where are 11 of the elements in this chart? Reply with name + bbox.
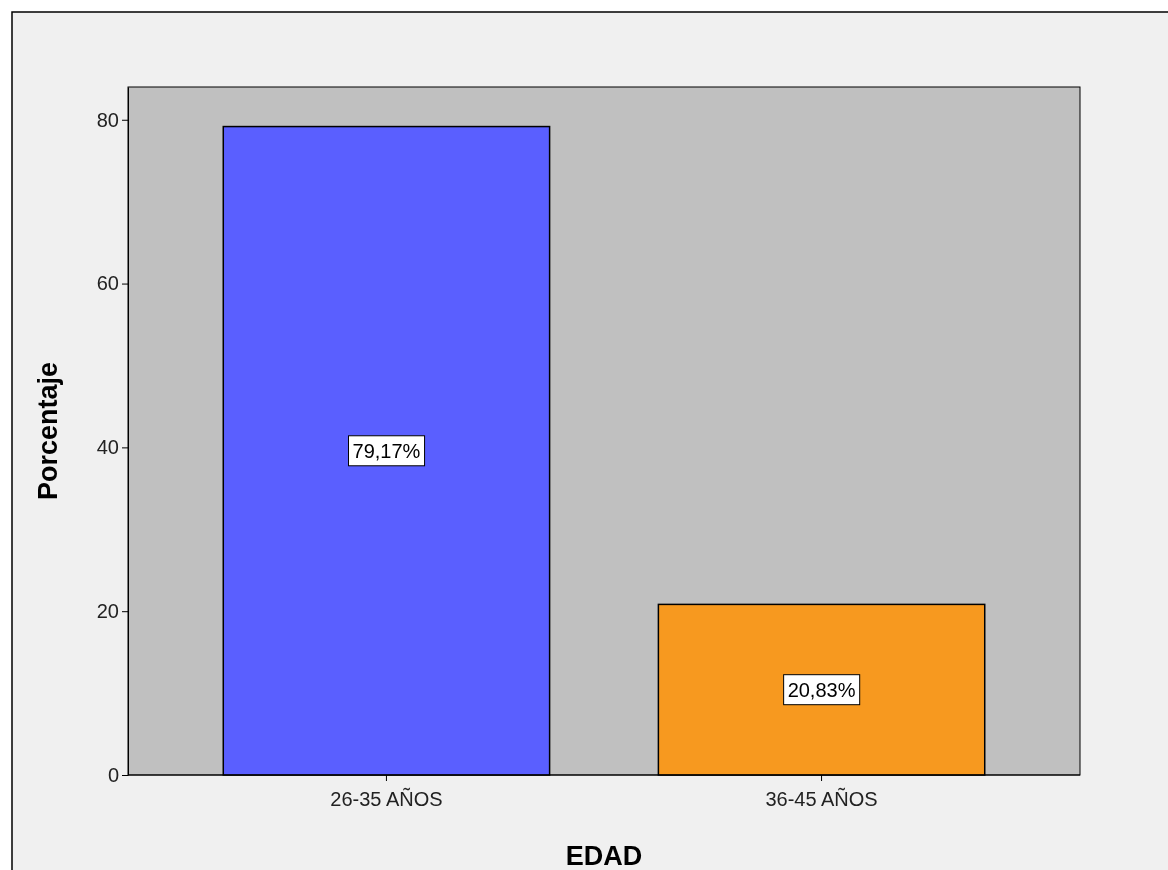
y-tick-label: 40	[96, 436, 119, 459]
y-tick-label: 20	[96, 600, 119, 623]
x-axis-title: EDAD	[565, 841, 643, 870]
y-tick-label: 80	[96, 108, 119, 131]
y-axis-title: Porcentaje	[33, 361, 63, 501]
y-tick-label: 0	[107, 763, 119, 786]
x-tick-label: 36-45 AÑOS	[765, 787, 878, 810]
data-label: 79,17%	[352, 439, 421, 462]
data-label: 20,83%	[787, 678, 856, 701]
x-tick-label: 26-35 AÑOS	[330, 787, 443, 810]
y-tick-label: 60	[96, 272, 119, 295]
